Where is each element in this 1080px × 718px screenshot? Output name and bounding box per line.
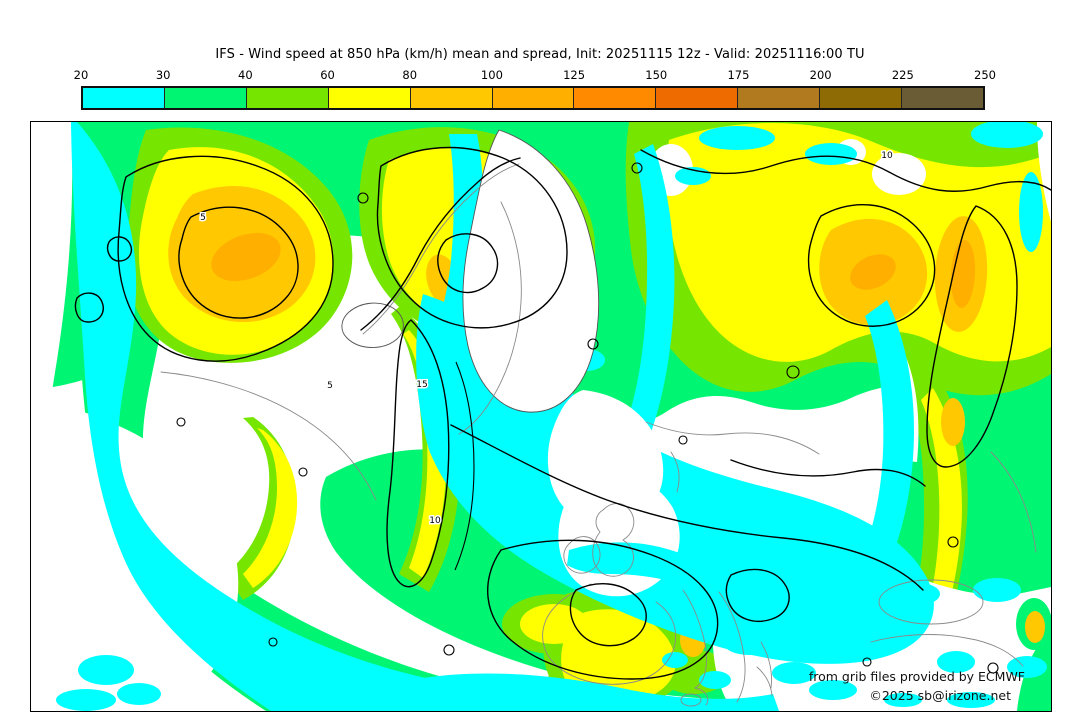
colorbar <box>81 86 985 110</box>
page-title: IFS - Wind speed at 850 hPa (km/h) mean … <box>215 47 865 62</box>
colorbar-tick-175: 175 <box>727 68 750 82</box>
colorbar-segment-100-125 <box>491 88 574 108</box>
contour-lines-layer <box>74 146 1051 680</box>
contour-label-15: 15 <box>416 380 427 390</box>
contour-label-10: 10 <box>429 516 441 526</box>
colorbar-ticks: 20 30 40 60 80 100 125 150 175 200 225 250 <box>74 68 996 84</box>
colorbar-tick-250: 250 <box>974 68 996 82</box>
colorbar-segment-125-150 <box>573 88 656 108</box>
colorbar-tick-150: 150 <box>645 68 668 82</box>
contour-labels: 5 5 15 10 10 <box>199 150 895 528</box>
colorbar-tick-225: 225 <box>891 68 914 82</box>
colorbar-segment-40-60 <box>245 88 328 108</box>
map-frame: 5 5 15 10 10 from grib files provided by… <box>30 121 1052 712</box>
attribution-source: from grib files provided by ECMWF <box>808 669 1025 684</box>
colorbar-tick-20: 20 <box>73 68 89 82</box>
colorbar-tick-40: 40 <box>238 68 253 82</box>
colorbar-tick-80: 80 <box>402 68 418 82</box>
colorbar-tick-125: 125 <box>563 68 586 82</box>
colorbar-segment-30-40 <box>163 88 246 108</box>
attribution-copyright: ©2025 sb@irizone.net <box>869 688 1011 703</box>
colorbar-segment-175-200 <box>737 88 820 108</box>
colorbar-segment-20-30 <box>83 88 164 108</box>
colorbar-tick-100: 100 <box>480 68 503 82</box>
colorbar-tick-60: 60 <box>320 68 335 82</box>
contour-label-5: 5 <box>200 213 206 223</box>
colorbar-segment-150-175 <box>655 88 738 108</box>
colorbar-tick-30: 30 <box>155 68 171 82</box>
colorbar-tick-200: 200 <box>809 68 832 82</box>
colorbar-segment-80-100 <box>409 88 492 108</box>
coastlines-layer <box>160 129 1037 707</box>
contour-label-5b: 5 <box>327 381 333 391</box>
colorbar-segment-200-225 <box>819 88 902 108</box>
colorbar-segment-60-80 <box>327 88 410 108</box>
wind-field-layer <box>31 122 1051 711</box>
wind-speed-map: 5 5 15 10 10 <box>31 122 1051 711</box>
contour-label-10b: 10 <box>881 151 893 161</box>
colorbar-segment-225-250 <box>901 88 983 108</box>
